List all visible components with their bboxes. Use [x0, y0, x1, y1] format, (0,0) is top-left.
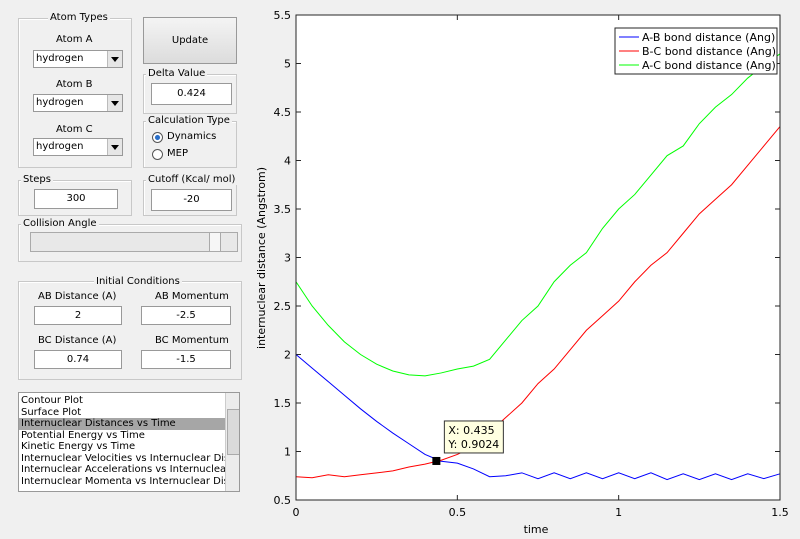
atom-a-select[interactable]: hydrogen [33, 50, 123, 68]
y-tick-label: 0.5 [274, 494, 292, 507]
datatip-y: Y: 0.9024 [447, 438, 499, 451]
list-item[interactable]: Kinetic Energy vs Time [21, 441, 136, 452]
label: BC Momentum [155, 335, 229, 346]
list-item[interactable]: Internuclear Velocities vs Internuclear … [21, 452, 225, 464]
label: Atom A [56, 34, 93, 45]
y-axis-label: internuclear distance (Angstrom) [255, 167, 268, 349]
series-line [295, 354, 781, 481]
radio-label: Dynamics [167, 131, 217, 142]
steps-panel [18, 180, 132, 216]
y-tick-label: 1 [284, 446, 291, 459]
select-value: hydrogen [36, 53, 84, 64]
x-tick-label: 0 [293, 506, 300, 519]
y-tick-label: 5.5 [274, 9, 292, 22]
legend-box [614, 27, 778, 75]
panel-title: Delta Value [146, 68, 208, 79]
legend-label: B-C bond distance (Ang) [642, 45, 776, 58]
x-tick-label: 0.5 [449, 506, 467, 519]
radio-button[interactable] [152, 132, 163, 143]
axes-box [295, 14, 781, 501]
list-item[interactable]: Internuclear Momenta vs Internuclear Dis… [21, 475, 225, 487]
chart: time internuclear distance (Angstrom) 0.… [255, 9, 789, 536]
slider-thumb[interactable] [209, 233, 221, 251]
datatip-x: X: 0.435 [448, 424, 494, 437]
label: Atom C [56, 124, 93, 135]
label: AB Distance (A) [38, 291, 117, 302]
list-item[interactable]: Contour Plot [21, 395, 83, 406]
scroll-thumb[interactable] [227, 409, 239, 455]
y-tick-label: 5 [284, 58, 291, 71]
cutoff-input[interactable]: -20 [151, 189, 232, 211]
y-tick-label: 2 [284, 349, 291, 362]
collision-panel [18, 224, 242, 262]
plot-listbox[interactable]: Contour Plot Surface Plot Internuclear Dis… [18, 392, 240, 492]
y-tick-label: 1.5 [274, 397, 292, 410]
scrollbar[interactable] [225, 393, 239, 491]
panel-title: Collision Angle [21, 218, 99, 229]
list-items: Contour Plot Surface Plot Internuclear Dis… [19, 395, 225, 487]
legend-label: A-C bond distance (Ang) [642, 59, 776, 72]
series-line [295, 53, 781, 377]
y-tick-label: 3 [284, 252, 291, 265]
panel-title: Atom Types [48, 12, 110, 23]
select-value: hydrogen [36, 97, 84, 108]
x-tick-label: 1.5 [771, 506, 789, 519]
bc-distance-input[interactable]: 0.74 [34, 350, 122, 369]
label: Atom B [56, 79, 93, 90]
list-item[interactable]: Internuclear Distances vs Time [19, 418, 225, 430]
ab-momentum-input[interactable]: -2.5 [141, 306, 231, 325]
label: BC Distance (A) [38, 335, 117, 346]
label: AB Momentum [155, 291, 229, 302]
y-tick-label: 4.5 [274, 106, 292, 119]
radio-button[interactable] [152, 149, 163, 160]
y-tick-label: 3.5 [274, 203, 292, 216]
panel-title: Steps [21, 174, 53, 185]
y-tick-label: 2.5 [274, 300, 292, 313]
angle-slider[interactable] [30, 232, 238, 252]
panel-title: Cutoff (Kcal/ mol) [146, 174, 238, 185]
series-line [295, 126, 781, 479]
list-item[interactable]: Surface Plot [21, 406, 82, 418]
plot-area [296, 15, 780, 500]
atom-c-select[interactable]: hydrogen [33, 138, 123, 156]
panel-title: Calculation Type [146, 115, 232, 126]
select-value: hydrogen [36, 141, 84, 152]
x-axis-label: time [524, 523, 549, 536]
ab-distance-input[interactable]: 2 [34, 306, 122, 325]
y-tick-label: 4 [284, 155, 291, 168]
datatip-marker [432, 456, 441, 465]
bc-momentum-input[interactable]: -1.5 [141, 350, 231, 369]
x-tick-label: 1 [615, 506, 622, 519]
datatip-box [443, 420, 504, 454]
radio-label: MEP [167, 148, 188, 159]
legend-label: A-B bond distance (Ang) [642, 31, 775, 44]
list-item[interactable]: Potential Energy vs Time [21, 429, 145, 441]
atom-b-select[interactable]: hydrogen [33, 94, 123, 112]
steps-input[interactable]: 300 [34, 189, 118, 209]
panel-title: Initial Conditions [94, 276, 182, 287]
calc-type-panel [143, 121, 237, 168]
list-item[interactable]: Internuclear Accelerations vs Internucle… [21, 464, 225, 475]
update-button[interactable]: Update [143, 17, 237, 64]
delta-input[interactable]: 0.424 [151, 83, 232, 105]
